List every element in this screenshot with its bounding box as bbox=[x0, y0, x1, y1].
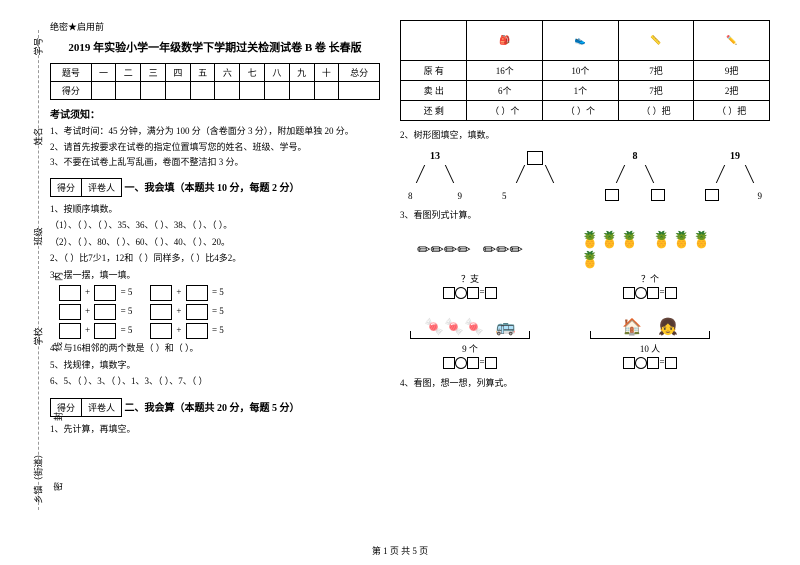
equation: = bbox=[580, 357, 720, 369]
tree-diagram: 13 8 9 bbox=[400, 151, 470, 201]
exam-page: 绝密★启用前 2019 年实验小学一年级数学下学期过关检测试卷 B 卷 长春版 … bbox=[0, 0, 800, 540]
tree-diagram: 5 bbox=[500, 151, 570, 201]
item-table: 🎒 👟 📏 ✏️ 原 有 16个 10个 7把 9把 卖 出 6个 1个 7把 … bbox=[400, 20, 770, 121]
question-text: 3、摆一摆，填一填。 bbox=[50, 269, 380, 283]
tree-diagram: 8 bbox=[600, 151, 670, 201]
pineapples-icon: 🍍🍍🍍 🍍🍍🍍🍍 bbox=[580, 230, 720, 270]
score-box: 得分 评卷人 bbox=[50, 178, 122, 197]
question-text: 6、5、（ ）、3、（ ）、1、3、（ ）、7、（ ） bbox=[50, 375, 380, 389]
notice-title: 考试须知： bbox=[50, 106, 380, 121]
question-text: 3、看图列式计算。 bbox=[400, 209, 770, 223]
left-column: 绝密★启用前 2019 年实验小学一年级数学下学期过关检测试卷 B 卷 长春版 … bbox=[50, 20, 380, 530]
shoe-icon: 👟 bbox=[543, 21, 619, 61]
question-text: 4、与16相邻的两个数是（ ）和（ ）。 bbox=[50, 342, 380, 356]
tree-diagrams: 13 8 9 5 8 19 9 bbox=[400, 151, 770, 201]
backpack-icon: 🎒 bbox=[467, 21, 543, 61]
pic-calc-item: 🏠 👧 10 人 = bbox=[580, 307, 720, 369]
table-row: 🎒 👟 📏 ✏️ bbox=[401, 21, 770, 61]
house-girl-icon: 🏠 👧 bbox=[580, 307, 720, 347]
pic-calc-item: ✏✏✏✏ ✏✏✏ ？支 = bbox=[400, 230, 540, 299]
margin-dash: 封 bbox=[52, 387, 65, 447]
question-text: （1）、（ ）、（ ）、35、36、（ ）、38、（ ）、（ ）。 bbox=[50, 219, 380, 233]
question-text: （2）、（ ）、80、（ ）、60、（ ）、40、（ ）、20。 bbox=[50, 236, 380, 250]
notice-item: 2、请首先按要求在试卷的指定位置填写您的姓名、班级、学号。 bbox=[50, 141, 380, 154]
exam-title: 2019 年实验小学一年级数学下学期过关检测试卷 B 卷 长春版 bbox=[50, 39, 380, 55]
table-row: 题号 一 二 三 四 五 六 七 八 九 十 总分 bbox=[51, 64, 380, 82]
notice-item: 3、不要在试卷上乱写乱画，卷面不整洁扣 3 分。 bbox=[50, 156, 380, 169]
equation-row: + = 5 + = 5 bbox=[50, 285, 380, 301]
picture-calc-row: ✏✏✏✏ ✏✏✏ ？支 = 🍍🍍🍍 🍍🍍🍍🍍 ？个 = bbox=[400, 230, 770, 299]
equation: = bbox=[580, 287, 720, 299]
dash-line bbox=[38, 30, 39, 510]
table-row: 还 剩 （ ）个 （ ）个 （ ）把 （ ）把 bbox=[401, 101, 770, 121]
margin-dash: 线 bbox=[52, 317, 65, 377]
table-row: 原 有 16个 10个 7把 9把 bbox=[401, 61, 770, 81]
equation: = bbox=[400, 357, 540, 369]
right-column: 🎒 👟 📏 ✏️ 原 有 16个 10个 7把 9把 卖 出 6个 1个 7把 … bbox=[400, 20, 770, 530]
notice-item: 1、考试时间：45 分钟，满分为 100 分（含卷面分 3 分），附加题单独 2… bbox=[50, 125, 380, 138]
question-text: 5、找规律，填数字。 bbox=[50, 359, 380, 373]
page-footer: 第 1 页 共 5 页 bbox=[0, 544, 800, 557]
equation-row: + = 5 + = 5 bbox=[50, 304, 380, 320]
section-1-title: 一、我会填（本题共 10 分，每题 2 分） bbox=[125, 183, 300, 194]
question-text: 1、按顺序填数。 bbox=[50, 203, 380, 217]
question-text: 2、树形图填空，填数。 bbox=[400, 129, 770, 143]
candy-bus-icon: 🍬🍬🍬 🚌 bbox=[400, 307, 540, 347]
margin-dash: 密 bbox=[52, 457, 65, 517]
equation-row: + = 5 + = 5 bbox=[50, 323, 380, 339]
question-text: 1、先计算，再填空。 bbox=[50, 423, 380, 437]
pencils-icon: ✏✏✏✏ ✏✏✏ bbox=[400, 230, 540, 270]
table-row: 得分 bbox=[51, 82, 380, 100]
tree-diagram: 19 9 bbox=[700, 151, 770, 201]
pic-calc-item: 🍬🍬🍬 🚌 9 个 = bbox=[400, 307, 540, 369]
table-row: 卖 出 6个 1个 7把 2把 bbox=[401, 81, 770, 101]
pen-icon: ✏️ bbox=[694, 21, 770, 61]
margin-dash: 内 bbox=[52, 247, 65, 307]
picture-calc-row: 🍬🍬🍬 🚌 9 个 = 🏠 👧 10 人 = bbox=[400, 307, 770, 369]
equation: = bbox=[400, 287, 540, 299]
ruler-icon: 📏 bbox=[618, 21, 694, 61]
binding-margin: 学号 姓名 班级 学校 乡镇（街道） 内 线 封 密 bbox=[8, 30, 48, 510]
section-2-title: 二、我会算（本题共 20 分，每题 5 分） bbox=[125, 403, 300, 414]
question-text: 4、看图，想一想，列算式。 bbox=[400, 377, 770, 391]
question-text: 2、（ ）比7少1，12和（ ）同样多，（ ）比4多2。 bbox=[50, 252, 380, 266]
pic-calc-item: 🍍🍍🍍 🍍🍍🍍🍍 ？个 = bbox=[580, 230, 720, 299]
score-table: 题号 一 二 三 四 五 六 七 八 九 十 总分 得分 bbox=[50, 63, 380, 100]
confidential-label: 绝密★启用前 bbox=[50, 20, 380, 33]
